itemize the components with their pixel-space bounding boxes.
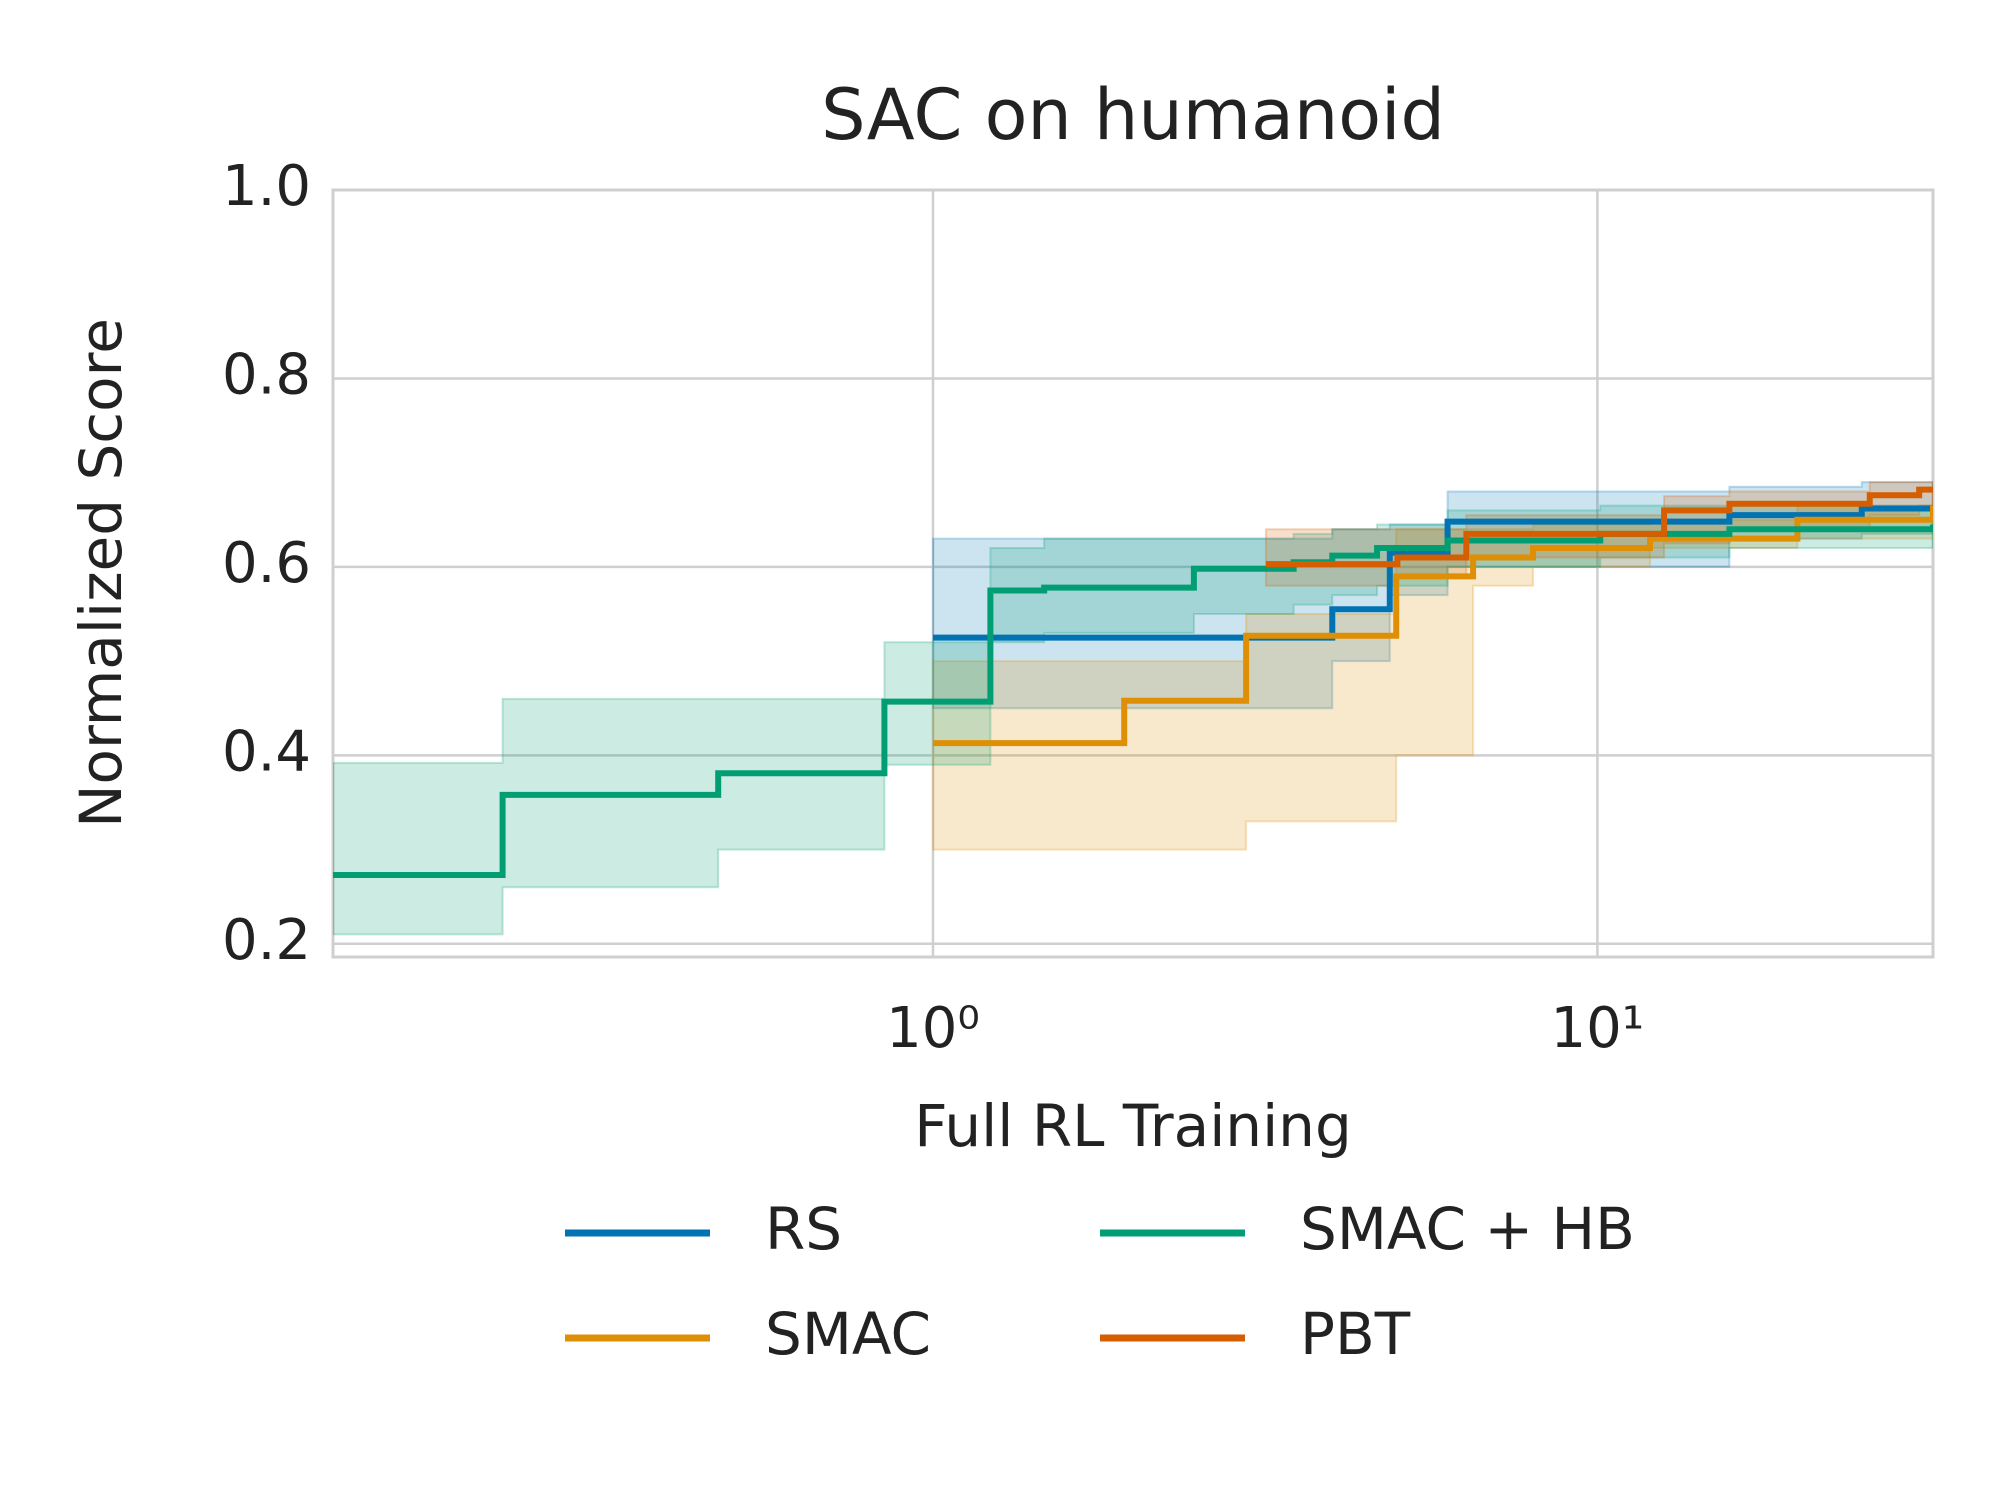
series-line (933, 505, 1933, 641)
chart-title: SAC on humanoid (821, 74, 1445, 156)
plot-area (333, 481, 1933, 936)
legend-label: SMAC + HB (1300, 1195, 1635, 1263)
plot-frame (331, 188, 1935, 959)
y-tick-label: 0.2 (222, 908, 311, 973)
x-axis-label: Full RL Training (914, 1092, 1352, 1160)
legend-label: PBT (1300, 1300, 1411, 1368)
y-tick-label: 0.4 (222, 719, 311, 784)
x-tick-label: 10⁰ (886, 996, 980, 1061)
confidence-band (932, 491, 1933, 851)
series-line (933, 505, 1933, 747)
legend-label: SMAC (765, 1300, 931, 1368)
confidence-band (333, 504, 1933, 936)
x-tick-label: 10¹ (1551, 996, 1645, 1061)
y-tick-label: 0.8 (222, 343, 311, 408)
y-tick-label: 1.0 (222, 154, 311, 219)
series-line (1265, 486, 1933, 568)
y-axis-label: Normalized Score (67, 318, 135, 828)
y-tick-label: 0.6 (222, 531, 311, 596)
legend-label: RS (765, 1195, 842, 1263)
